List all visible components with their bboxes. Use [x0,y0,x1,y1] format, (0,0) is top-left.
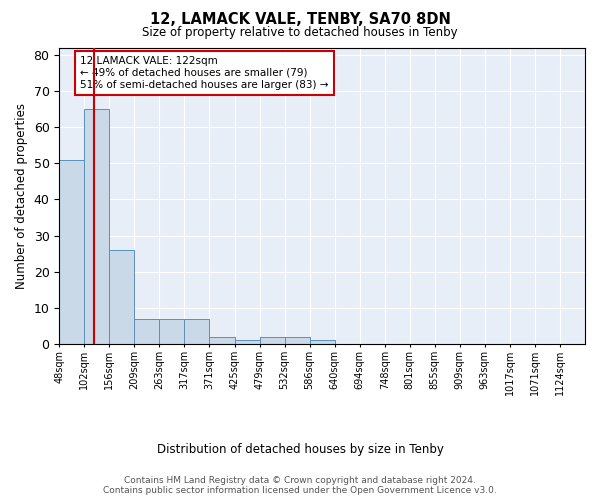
Bar [109,250,134,344]
Text: Contains HM Land Registry data © Crown copyright and database right 2024.
Contai: Contains HM Land Registry data © Crown c… [103,476,497,495]
Text: 12, LAMACK VALE, TENBY, SA70 8DN: 12, LAMACK VALE, TENBY, SA70 8DN [149,12,451,28]
Bar [85,109,109,344]
Y-axis label: Number of detached properties: Number of detached properties [15,103,28,289]
Bar [184,319,209,344]
Text: 12 LAMACK VALE: 122sqm
← 49% of detached houses are smaller (79)
51% of semi-det: 12 LAMACK VALE: 122sqm ← 49% of detached… [80,56,329,90]
Bar [260,337,284,344]
Bar [160,319,184,344]
Text: Distribution of detached houses by size in Tenby: Distribution of detached houses by size … [157,442,443,456]
Bar [209,337,235,344]
Bar [284,337,310,344]
Bar [235,340,260,344]
Bar [134,319,160,344]
Bar [59,160,85,344]
Bar [310,340,335,344]
Text: Size of property relative to detached houses in Tenby: Size of property relative to detached ho… [142,26,458,39]
